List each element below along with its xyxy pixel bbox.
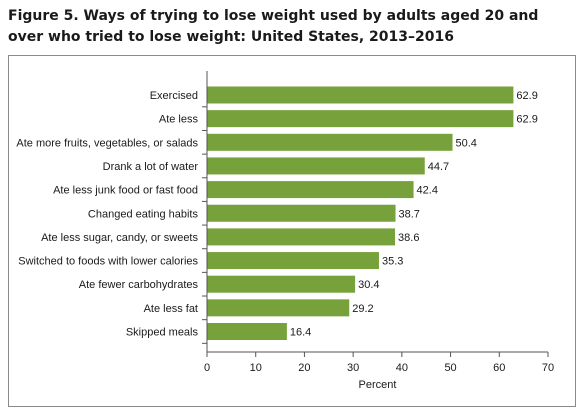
value-labels-group: 62.9 62.9 50.4 44.7 42.4 38.7 38.6 35.330.4 29.2… bbox=[290, 90, 538, 339]
bar bbox=[207, 252, 379, 270]
category-label: Exercised bbox=[150, 90, 198, 102]
x-tick-label: 40 bbox=[396, 362, 408, 374]
bar bbox=[207, 204, 396, 222]
bar-value-label: 29.2 bbox=[352, 303, 373, 315]
category-label: Ate less bbox=[159, 114, 199, 126]
category-label: Ate more fruits, vegetables, or salads bbox=[16, 137, 198, 149]
bar-value-label: 44.7 bbox=[428, 161, 449, 173]
bars-group bbox=[207, 86, 514, 340]
bar-value-label: 30.4 bbox=[358, 279, 379, 291]
bar-value-label: 35.3 bbox=[382, 256, 403, 268]
bar-value-label: 38.7 bbox=[399, 208, 420, 220]
bar bbox=[207, 157, 425, 175]
x-axis-title: Percent bbox=[359, 379, 397, 391]
bar bbox=[207, 299, 350, 317]
category-label: Changed eating habits bbox=[88, 208, 199, 220]
tick-labels-group: 0 10 20 30 40 50 60 70 bbox=[204, 362, 554, 374]
bar-value-label: 62.9 bbox=[516, 114, 537, 126]
bar bbox=[207, 323, 287, 340]
bar-value-label: 38.6 bbox=[398, 232, 419, 244]
bar bbox=[207, 181, 414, 199]
category-label: Ate fewer carbohydrates bbox=[79, 279, 199, 291]
bar-value-label: 42.4 bbox=[417, 185, 438, 197]
bar bbox=[207, 228, 396, 246]
bar-value-label: 16.4 bbox=[290, 327, 311, 339]
category-label: Drank a lot of water bbox=[103, 161, 199, 173]
category-labels-group: Exercised Ate less Ate more fruits, vegeta… bbox=[16, 90, 198, 339]
bar bbox=[207, 275, 356, 293]
bar bbox=[207, 110, 514, 128]
category-label: Switched to foods with lower calories bbox=[18, 256, 198, 268]
bar bbox=[207, 133, 453, 151]
category-label: Ate less fat bbox=[144, 303, 198, 315]
category-label: Skipped meals bbox=[126, 327, 199, 339]
x-tick-label: 0 bbox=[204, 362, 210, 374]
bar-value-label: 50.4 bbox=[456, 137, 477, 149]
chart-title: Figure 5. Ways of trying to lose weight … bbox=[8, 8, 539, 45]
category-label: Ate less sugar, candy, or sweets bbox=[41, 232, 198, 244]
category-label: Ate less junk food or fast food bbox=[53, 185, 198, 197]
x-tick-label: 70 bbox=[542, 362, 554, 374]
x-tick-label: 30 bbox=[347, 362, 359, 374]
x-tick-label: 50 bbox=[444, 362, 456, 374]
x-tick-label: 20 bbox=[298, 362, 310, 374]
axes-group bbox=[202, 71, 549, 357]
bar-value-label: 62.9 bbox=[516, 90, 537, 102]
bar bbox=[207, 86, 514, 104]
x-tick-label: 10 bbox=[250, 362, 262, 374]
x-tick-label: 60 bbox=[493, 362, 505, 374]
